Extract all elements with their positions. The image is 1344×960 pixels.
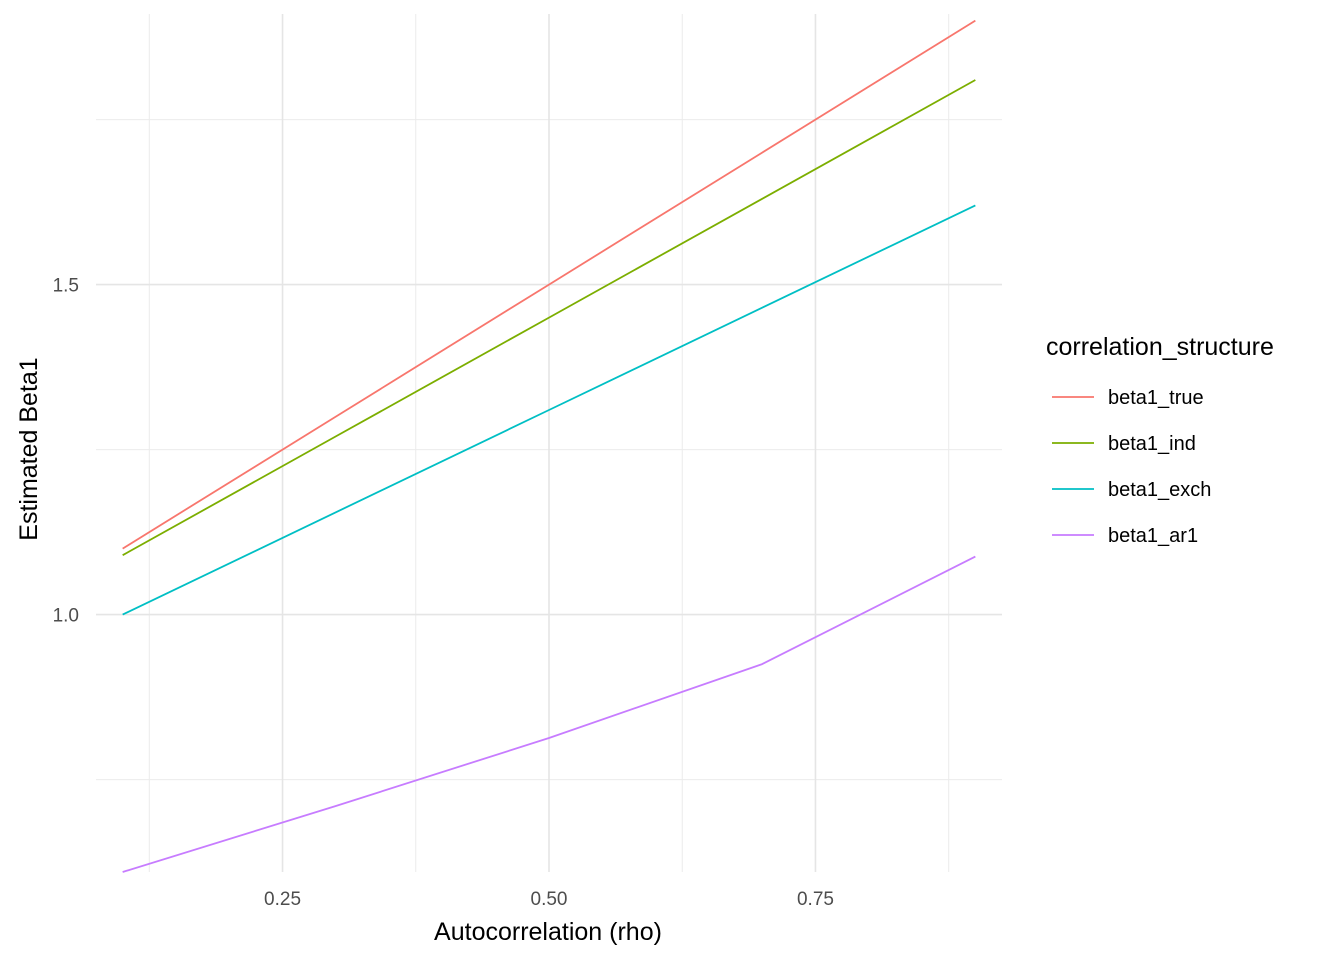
legend: correlation_structure beta1_true beta1_in… xyxy=(1046,333,1274,547)
x-axis-title: Autocorrelation (rho) xyxy=(434,918,662,946)
legend-item-beta1_true: beta1_true xyxy=(1052,387,1204,409)
series-line-beta1_true xyxy=(122,19,976,550)
x-axis-tick-labels: 0.25 0.50 0.75 xyxy=(264,889,834,910)
x-tick-label-2: 0.75 xyxy=(797,889,834,910)
legend-label-beta1_ind: beta1_ind xyxy=(1108,433,1196,455)
series-lines xyxy=(122,19,976,873)
y-tick-label-1: 1.5 xyxy=(53,276,79,297)
x-tick-label-0: 0.25 xyxy=(264,889,301,910)
x-tick-label-1: 0.50 xyxy=(531,889,568,910)
legend-label-beta1_ar1: beta1_ar1 xyxy=(1108,525,1198,547)
legend-item-beta1_ar1: beta1_ar1 xyxy=(1052,525,1198,547)
legend-label-beta1_true: beta1_true xyxy=(1108,387,1204,409)
major-gridlines xyxy=(96,14,1002,872)
y-tick-label-0: 1.0 xyxy=(53,606,79,627)
series-line-beta1_ind xyxy=(122,79,976,556)
legend-item-beta1_ind: beta1_ind xyxy=(1052,433,1196,455)
legend-item-beta1_exch: beta1_exch xyxy=(1052,479,1211,501)
legend-label-beta1_exch: beta1_exch xyxy=(1108,479,1211,501)
series-line-beta1_ar1 xyxy=(122,555,976,873)
legend-items: beta1_true beta1_ind beta1_exch beta1_ar1 xyxy=(1052,387,1211,547)
series-line-beta1_exch xyxy=(122,204,976,616)
legend-title: correlation_structure xyxy=(1046,333,1274,361)
y-axis-title: Estimated Beta1 xyxy=(15,357,43,540)
y-axis-tick-labels: 1.0 1.5 xyxy=(53,276,79,627)
